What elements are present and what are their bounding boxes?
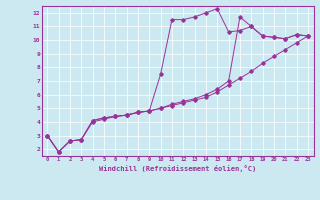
X-axis label: Windchill (Refroidissement éolien,°C): Windchill (Refroidissement éolien,°C) [99, 165, 256, 172]
